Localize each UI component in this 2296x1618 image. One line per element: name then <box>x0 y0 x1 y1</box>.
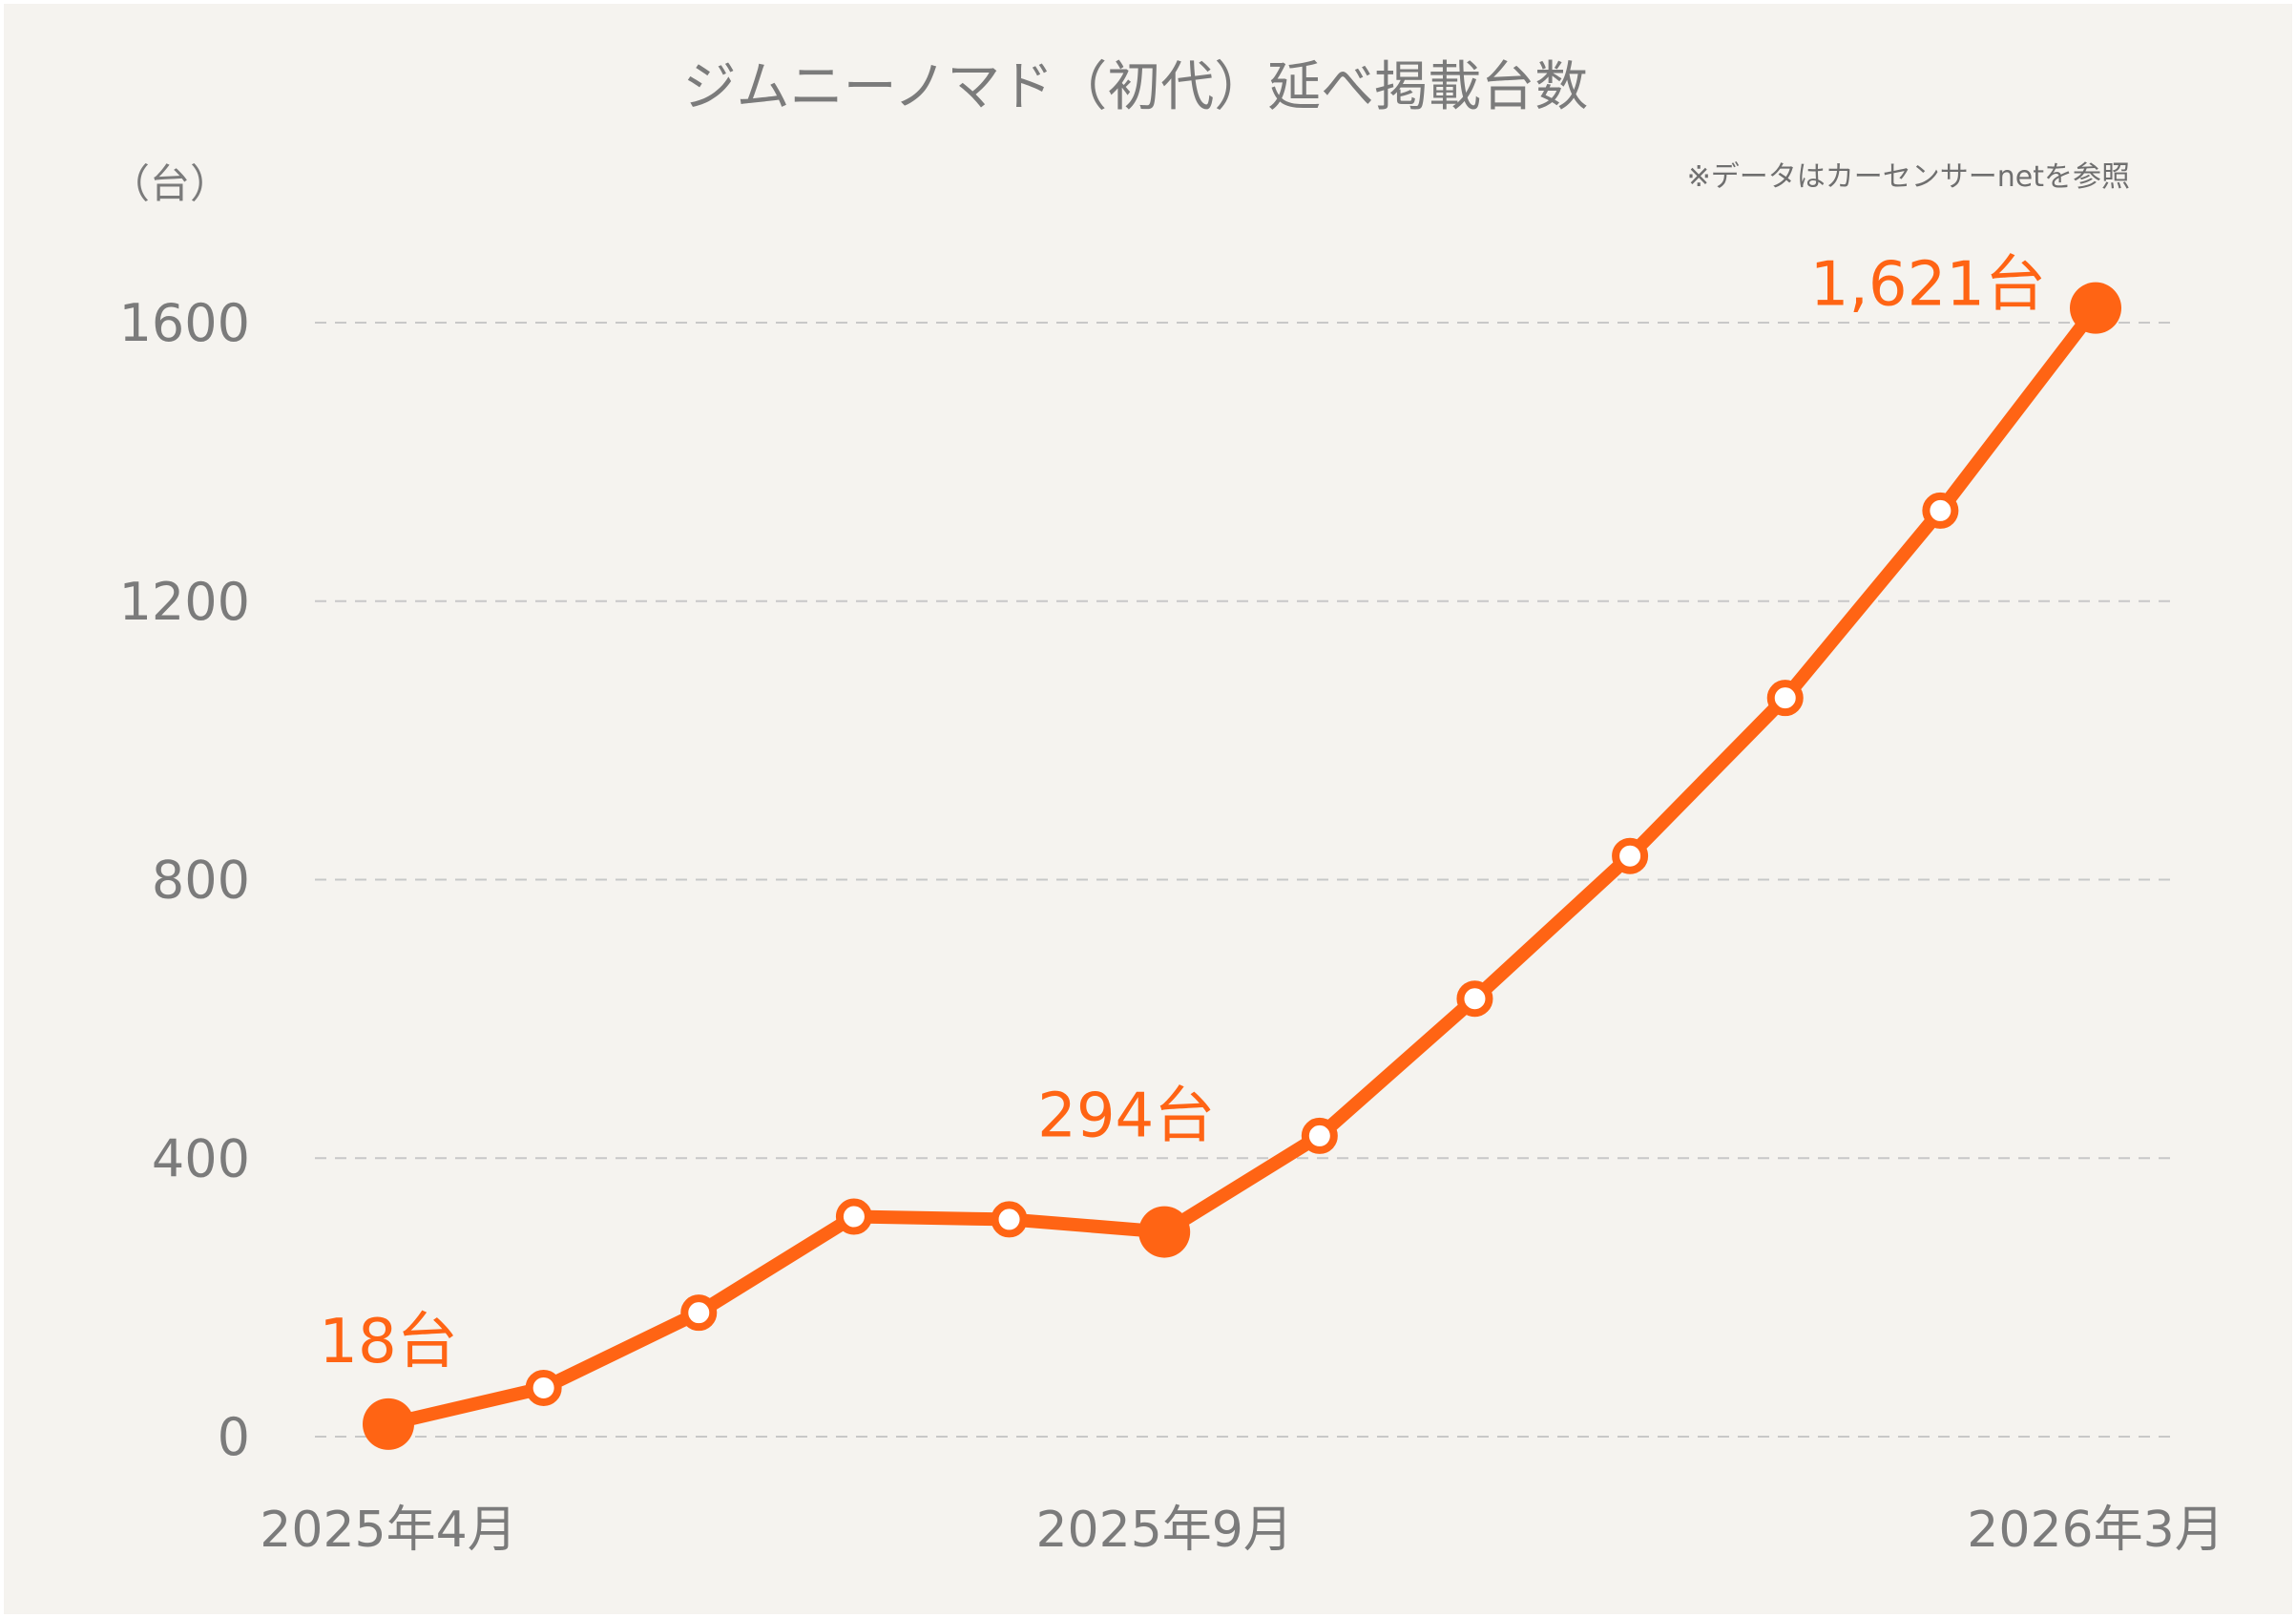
x-tick-label: 2025年4月 <box>260 1502 516 1559</box>
data-point <box>835 1198 872 1235</box>
data-label: 294台 <box>1037 1082 1215 1152</box>
chart-background <box>4 4 2292 1614</box>
y-tick-label: 400 <box>152 1128 250 1188</box>
data-point <box>680 1294 718 1332</box>
grid-lines <box>315 322 2174 1438</box>
x-tick-label: 2025年9月 <box>1035 1502 1292 1559</box>
data-points <box>363 282 2121 1450</box>
y-tick-label: 800 <box>152 851 250 911</box>
data-label: 1,621台 <box>1810 250 2046 321</box>
data-point <box>991 1201 1028 1238</box>
y-tick-label: 1600 <box>119 293 250 353</box>
data-point <box>1922 492 1959 529</box>
source-note: ※データはカーセンサーnetを参照 <box>1687 160 2130 194</box>
series-line <box>382 301 2102 1431</box>
y-axis-ticks: 0 400 800 1200 1600 <box>119 293 250 1467</box>
y-tick-label: 1200 <box>119 572 250 632</box>
data-point <box>525 1369 562 1406</box>
data-callouts: 18台 294台 1,621台 <box>319 250 2046 1377</box>
x-tick-label: 2026年3月 <box>1967 1502 2223 1559</box>
y-unit-label: （台） <box>110 160 230 207</box>
data-point <box>1612 837 1649 874</box>
data-point <box>1301 1117 1338 1154</box>
data-label: 18台 <box>319 1307 457 1377</box>
highlight-point <box>1138 1206 1191 1258</box>
highlight-point <box>2070 282 2121 334</box>
data-point <box>1766 680 1804 717</box>
chart-title: ジムニーノマド（初代）延べ掲載台数 <box>683 56 1589 118</box>
y-tick-label: 0 <box>218 1407 250 1467</box>
data-point <box>1456 980 1493 1018</box>
x-axis-ticks: 2025年4月 2025年9月 2026年3月 <box>260 1502 2223 1559</box>
series-line-layer <box>382 301 2102 1431</box>
highlight-point <box>363 1397 414 1450</box>
